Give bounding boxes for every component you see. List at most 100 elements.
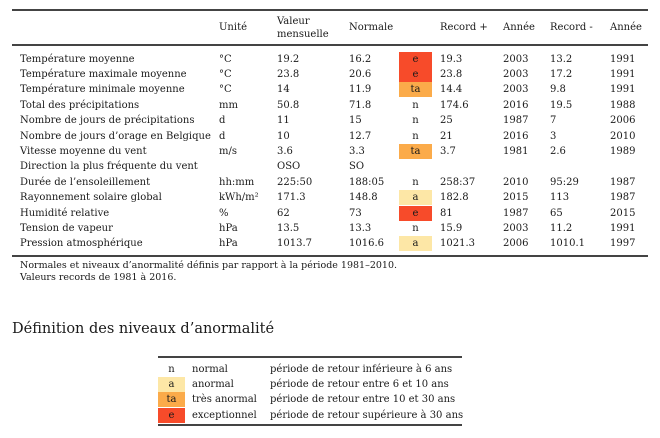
row-label: Température minimale moyenne (20, 84, 185, 96)
row-record-minus: 113 (550, 192, 570, 204)
legend-code-swatch: n (158, 362, 185, 377)
row-record-plus: 81 (440, 207, 453, 219)
header-normal: Normale (349, 22, 394, 33)
anomaly-level-badge: ta (399, 143, 432, 159)
row-value: 1013.7 (277, 238, 312, 250)
row-unit: m/s (219, 145, 237, 157)
row-normal: 1016.6 (349, 238, 384, 250)
note-normals: Normales et niveaux d’anormalité définis… (20, 260, 398, 271)
row-year-minus: 1987 (610, 176, 636, 188)
row-record-plus: 258:37 (440, 176, 476, 188)
legend-level-description: période de retour entre 6 et 10 ans (270, 379, 449, 391)
row-unit: % (219, 207, 229, 219)
legend-level-name: très anormal (192, 394, 257, 406)
row-unit: d (219, 130, 226, 142)
legend-level-description: période de retour supérieure à 30 ans (270, 409, 464, 421)
table-header-rule (12, 44, 648, 46)
row-year-minus: 1987 (610, 192, 636, 204)
anomaly-level-badge: n (399, 128, 432, 144)
row-normal: 20.6 (349, 68, 372, 80)
row-year-minus: 1989 (610, 145, 636, 157)
header-record-plus: Record + (440, 22, 488, 33)
row-year-minus: 1991 (610, 84, 636, 96)
row-year-plus: 2003 (503, 84, 529, 96)
row-normal: 3.3 (349, 145, 365, 157)
row-normal: 188:05 (349, 176, 385, 188)
row-year-plus: 2010 (503, 176, 529, 188)
row-record-plus: 182.8 (440, 192, 469, 204)
row-unit: °C (219, 84, 232, 96)
row-label: Nombre de jours d’orage en Belgique (20, 130, 211, 142)
row-unit: hPa (219, 238, 238, 250)
row-year-minus: 1991 (610, 68, 636, 80)
legend-level-description: période de retour inférieure à 6 ans (270, 364, 453, 375)
row-record-plus: 25 (440, 115, 453, 127)
row-record-minus: 95:29 (550, 176, 579, 188)
legend-level-name: anormal (192, 379, 234, 391)
legend-bottom-rule (158, 424, 462, 426)
row-year-minus: 2006 (610, 115, 636, 127)
row-year-plus: 2006 (503, 238, 529, 250)
row-value: 10 (277, 130, 290, 142)
row-normal: 15 (349, 115, 362, 127)
row-value: 14 (277, 84, 290, 96)
row-value: 13.5 (277, 222, 300, 234)
row-normal: 12.7 (349, 130, 372, 142)
row-year-plus: 2016 (503, 99, 529, 111)
header-unit: Unité (219, 22, 248, 33)
row-record-plus: 14.4 (440, 84, 463, 96)
row-label: Pression atmosphérique (20, 238, 143, 250)
anomaly-level-badge: n (399, 220, 432, 236)
row-value: 11 (277, 115, 290, 127)
row-value: 225:50 (277, 176, 313, 188)
row-record-plus: 3.7 (440, 145, 456, 157)
row-normal: SO (349, 161, 365, 173)
row-record-plus: 19.3 (440, 53, 463, 65)
row-unit: °C (219, 53, 232, 65)
row-label: Durée de l’ensoleillement (20, 176, 151, 188)
header-year-minus: Année (610, 22, 642, 33)
row-unit: hh:mm (219, 176, 255, 188)
anomaly-level-badge: e (399, 66, 432, 82)
legend-level-name: normal (192, 364, 228, 375)
row-label: Total des précipitations (20, 99, 140, 111)
row-value: 3.6 (277, 145, 293, 157)
legend-code-swatch: a (158, 377, 185, 393)
anomaly-level-badge: n (399, 113, 432, 129)
row-year-minus: 2015 (610, 207, 636, 219)
row-value: OSO (277, 161, 301, 173)
row-label: Température maximale moyenne (20, 68, 187, 80)
row-value: 50.8 (277, 99, 300, 111)
row-unit: kWh/m² (219, 192, 259, 204)
row-record-minus: 1010.1 (550, 238, 585, 250)
row-year-plus: 2016 (503, 130, 529, 142)
row-value: 62 (277, 207, 290, 219)
row-normal: 73 (349, 207, 362, 219)
anomaly-level-badge: n (399, 174, 432, 190)
row-normal: 71.8 (349, 99, 372, 111)
row-record-plus: 174.6 (440, 99, 469, 111)
row-year-plus: 2003 (503, 222, 529, 234)
anomaly-level-badge: n (399, 97, 432, 113)
row-label: Vitesse moyenne du vent (20, 145, 147, 157)
row-label: Température moyenne (20, 53, 135, 65)
row-year-plus: 2003 (503, 68, 529, 80)
row-year-minus: 1991 (610, 53, 636, 65)
header-value-line1: Valeur (277, 16, 310, 27)
row-year-plus: 2015 (503, 192, 529, 204)
legend-code-swatch: ta (158, 392, 185, 408)
anomaly-level-badge: a (399, 190, 432, 206)
header-record-minus: Record - (550, 22, 593, 33)
legend-level-description: période de retour entre 10 et 30 ans (270, 394, 456, 406)
row-record-minus: 11.2 (550, 222, 573, 234)
row-label: Direction la plus fréquente du vent (20, 161, 198, 173)
row-record-plus: 1021.3 (440, 238, 475, 250)
legend-top-rule (158, 356, 462, 358)
row-label: Rayonnement solaire global (20, 192, 162, 204)
header-year-plus: Année (503, 22, 535, 33)
legend-level-name: exceptionnel (192, 409, 257, 421)
row-year-plus: 1987 (503, 115, 529, 127)
row-record-plus: 23.8 (440, 68, 463, 80)
row-label: Nombre de jours de précipitations (20, 115, 195, 127)
row-unit: d (219, 115, 226, 127)
